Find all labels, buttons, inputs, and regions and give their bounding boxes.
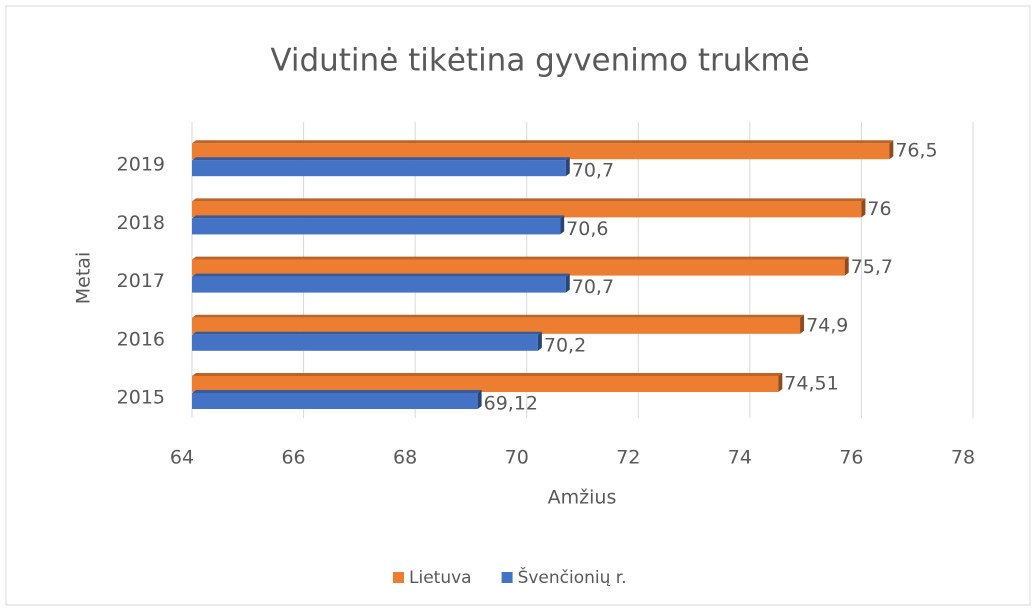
bar: [192, 393, 478, 409]
data-label: 70,6: [566, 218, 608, 240]
x-tick-label: 68: [393, 447, 417, 469]
x-tick-label: 76: [839, 447, 863, 469]
bar-top: [192, 198, 866, 202]
bar-side: [861, 198, 866, 218]
data-label: 74,9: [806, 314, 848, 336]
x-tick-label: 70: [505, 447, 529, 469]
bar-side: [778, 373, 783, 392]
bar: [192, 160, 566, 177]
legend-swatch: [393, 572, 404, 583]
bar-top: [192, 140, 894, 144]
bar: [192, 218, 561, 235]
data-label: 70,2: [544, 334, 586, 356]
data-label: 70,7: [572, 276, 614, 298]
chart-title: Vidutinė tikėtina gyvenimo trukmė: [270, 43, 809, 79]
bar-side: [477, 390, 482, 409]
data-label: 76: [867, 198, 891, 220]
legend-label: Švenčionių r.: [518, 566, 627, 588]
bar-side: [565, 273, 570, 293]
bar: [192, 334, 538, 351]
bar: [192, 143, 890, 160]
bar-top: [192, 215, 565, 219]
legend-label: Lietuva: [409, 568, 472, 588]
x-tick-label: 64: [170, 447, 194, 469]
bar-top: [192, 273, 570, 277]
x-axis-label: Amžius: [548, 487, 617, 509]
bar: [192, 376, 779, 392]
data-label: 70,7: [572, 160, 614, 182]
bar: [192, 276, 566, 293]
data-label: 69,12: [484, 393, 538, 415]
bar-top: [192, 373, 783, 376]
bar: [192, 317, 801, 334]
x-tick-label: 78: [951, 447, 975, 469]
bar: [192, 259, 845, 276]
y-tick-label: 2015: [117, 387, 165, 409]
x-tick-label: 66: [281, 447, 305, 469]
bar-side: [560, 215, 565, 235]
bar-top: [192, 256, 849, 260]
bar-top: [192, 331, 542, 335]
data-label: 74,51: [784, 373, 838, 395]
y-tick-label: 2017: [117, 270, 165, 292]
y-tick-label: 2016: [117, 328, 165, 350]
y-tick-label: 2019: [117, 154, 165, 176]
bar-side: [844, 256, 849, 276]
bar-side: [565, 157, 570, 177]
bar-top: [192, 157, 570, 161]
data-label: 76,5: [895, 140, 937, 162]
y-axis-label: Metai: [73, 252, 95, 304]
bar: [192, 201, 862, 218]
chart-border: [5, 5, 1031, 606]
bar-side: [537, 331, 542, 351]
bar-top: [192, 314, 805, 318]
x-tick-label: 72: [616, 447, 640, 469]
x-tick-label: 74: [728, 447, 752, 469]
y-tick-label: 2018: [117, 212, 165, 234]
bar-side: [889, 140, 894, 160]
legend-swatch: [501, 572, 513, 583]
bar-side: [800, 314, 805, 334]
data-label: 75,7: [851, 256, 893, 278]
bar-top: [192, 390, 482, 393]
